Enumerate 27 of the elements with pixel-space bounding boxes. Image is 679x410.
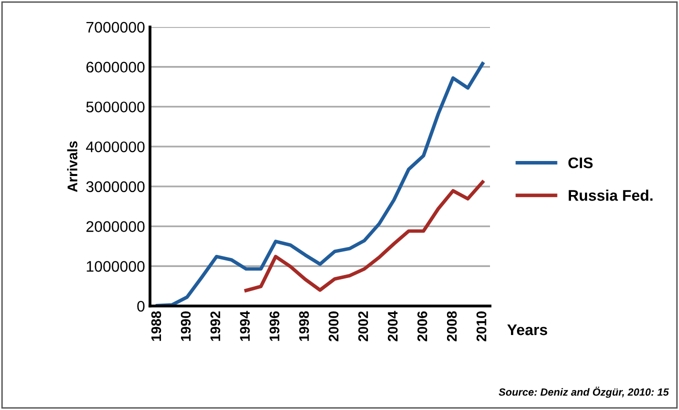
x-tick-label: 2008 [446,311,457,342]
y-tick-label: 6000000 [86,62,145,73]
x-tick-label: 2004 [388,310,398,342]
x-tick-label: 1990 [180,311,191,341]
y-axis-title: Arrivals [67,141,78,192]
x-tick-label: 2006 [417,311,428,342]
y-tick-label: 0 [137,300,145,312]
x-tick-label: 1992 [210,311,220,341]
x-tick-label: 1994 [240,310,250,341]
legend-label: Russia Fed. [568,190,652,201]
legend-label: CIS [568,157,593,168]
y-tick-label: 1000000 [86,261,145,272]
x-tick-label: 2002 [358,311,368,342]
y-tick-label: 5000000 [86,102,145,112]
y-tick-label: 3000000 [86,181,145,192]
x-tick-label: 2010 [476,311,486,342]
x-tick-label: 1996 [270,311,280,341]
line-series [156,62,484,306]
x-tick-label: 2000 [328,311,339,342]
line-series [244,180,484,292]
y-tick-label: 7000000 [86,22,145,33]
y-tick-label: 2000000 [86,221,145,232]
x-axis-title: Years [507,324,548,336]
x-tick-label: 1998 [299,311,309,341]
y-tick-label: 4000000 [86,141,145,152]
source-note: Source: Deniz and Özgür, 2010: 15 [498,386,669,398]
x-tick-label: 1988 [151,311,162,341]
